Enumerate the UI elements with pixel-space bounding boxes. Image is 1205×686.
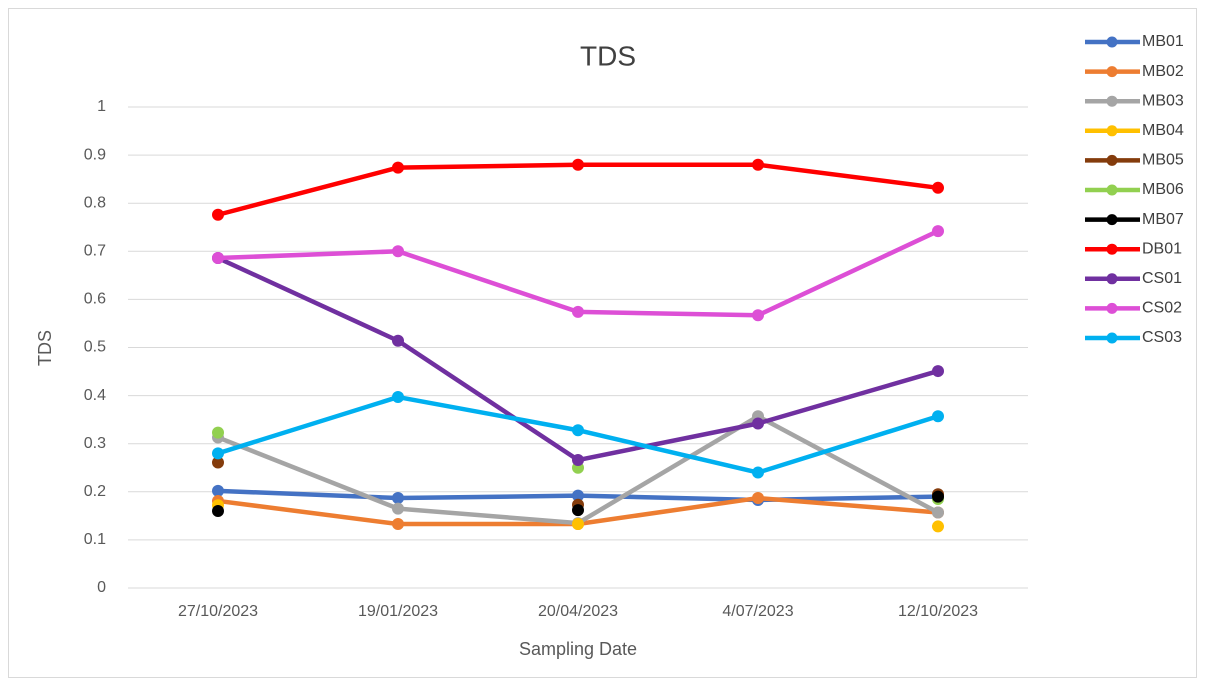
y-tick-label: 0.5 xyxy=(84,339,106,356)
data-point xyxy=(212,505,224,518)
legend-marker xyxy=(1106,302,1118,314)
legend-label: DB01 xyxy=(1142,240,1182,257)
x-tick-label: 27/10/2023 xyxy=(178,603,258,620)
y-tick-label: 0.7 xyxy=(84,243,106,260)
data-point xyxy=(932,520,944,533)
y-tick-label: 0.8 xyxy=(84,194,106,211)
legend-label: CS01 xyxy=(1142,270,1182,287)
x-tick-label: 20/04/2023 xyxy=(538,603,618,620)
y-tick-label: 0.9 xyxy=(84,146,106,163)
y-tick-label: 0.1 xyxy=(84,531,106,548)
data-point xyxy=(212,456,224,469)
y-tick-label: 0 xyxy=(97,579,106,596)
data-point xyxy=(392,245,404,258)
data-point xyxy=(572,504,584,517)
legend-marker xyxy=(1106,214,1118,226)
legend-label: CS03 xyxy=(1142,329,1182,346)
x-tick-label: 12/10/2023 xyxy=(898,603,978,620)
data-point xyxy=(572,305,584,318)
data-point xyxy=(212,252,224,265)
data-point xyxy=(932,410,944,423)
data-point xyxy=(572,158,584,171)
legend-label: CS02 xyxy=(1142,300,1182,317)
data-point xyxy=(572,424,584,437)
data-point xyxy=(392,334,404,347)
data-point xyxy=(752,309,764,322)
x-tick-label: 19/01/2023 xyxy=(358,603,438,620)
data-point xyxy=(392,161,404,174)
data-point xyxy=(392,502,404,515)
x-tick-label: 4/07/2023 xyxy=(722,603,793,620)
y-tick-label: 1 xyxy=(97,98,106,115)
legend-label: MB07 xyxy=(1142,211,1184,228)
data-point xyxy=(932,365,944,378)
legend-label: MB01 xyxy=(1142,33,1184,50)
data-point xyxy=(392,518,404,531)
y-tick-label: 0.2 xyxy=(84,483,106,500)
x-axis-title: Sampling Date xyxy=(519,639,637,659)
data-point xyxy=(932,506,944,519)
legend-label: MB06 xyxy=(1142,181,1184,198)
data-point xyxy=(212,484,224,497)
data-point xyxy=(752,158,764,171)
data-point xyxy=(752,417,764,430)
data-point xyxy=(932,181,944,194)
legend-marker xyxy=(1106,66,1118,78)
data-point xyxy=(212,208,224,221)
legend-marker xyxy=(1106,154,1118,166)
y-axis-title: TDS xyxy=(35,330,55,366)
y-tick-label: 0.4 xyxy=(84,387,106,404)
data-point xyxy=(392,492,404,505)
data-point xyxy=(572,518,584,531)
legend-marker xyxy=(1106,125,1118,137)
legend-marker xyxy=(1106,273,1118,285)
legend-label: MB02 xyxy=(1142,63,1184,80)
data-point xyxy=(212,447,224,460)
legend-marker xyxy=(1106,36,1118,48)
legend-marker xyxy=(1106,332,1118,344)
legend-label: MB03 xyxy=(1142,92,1184,109)
legend-marker xyxy=(1106,243,1118,255)
data-point xyxy=(572,489,584,502)
data-point xyxy=(932,490,944,503)
data-point xyxy=(752,466,764,479)
data-point xyxy=(212,426,224,439)
legend-label: MB05 xyxy=(1142,152,1184,169)
y-tick-label: 0.3 xyxy=(84,435,106,452)
legend-label: MB04 xyxy=(1142,122,1184,139)
chart-border xyxy=(8,8,1197,678)
data-point xyxy=(572,454,584,467)
legend-marker xyxy=(1106,184,1118,196)
data-point xyxy=(752,492,764,505)
legend-marker xyxy=(1106,95,1118,107)
chart-title: TDS xyxy=(580,40,636,71)
data-point xyxy=(932,225,944,238)
y-tick-label: 0.6 xyxy=(84,291,106,308)
data-point xyxy=(392,391,404,404)
